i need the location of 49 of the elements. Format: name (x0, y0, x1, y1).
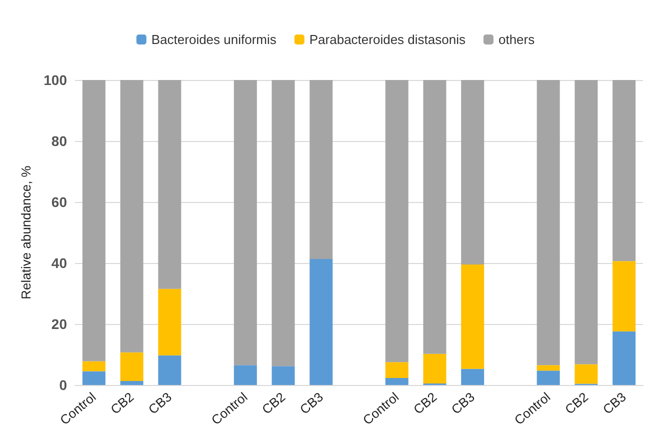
bar (158, 288, 182, 356)
y-axis-title: Relative abundance, % (18, 165, 34, 300)
bar (612, 80, 636, 262)
bar (234, 365, 257, 385)
y-tick-label: 100 (44, 72, 68, 88)
bar (536, 370, 560, 385)
x-tick-label: CB2 (562, 389, 592, 418)
y-tick-label: 20 (51, 316, 68, 332)
bar (385, 362, 408, 378)
x-tick-label: CB3 (448, 389, 478, 418)
bar (574, 364, 598, 384)
y-tick-label: 0 (59, 377, 68, 393)
bar (385, 80, 408, 362)
bar (574, 80, 598, 364)
bar (385, 378, 408, 385)
x-tick-label: CB2 (259, 389, 288, 418)
y-tick-label: 80 (51, 133, 68, 149)
bar (612, 261, 636, 332)
bar (158, 355, 182, 385)
x-tick-label: CB3 (600, 389, 629, 418)
bar (310, 259, 333, 385)
x-tick-label: CB2 (410, 389, 440, 418)
bar (272, 80, 295, 366)
bar (82, 80, 106, 362)
legend-label: Bacteroides uniformis (151, 32, 277, 47)
bar (310, 80, 333, 260)
bar (158, 80, 182, 289)
bar (120, 352, 144, 382)
bar (234, 80, 257, 366)
bar (423, 354, 446, 384)
y-tick-label: 40 (51, 255, 68, 271)
x-tick-label: CB3 (145, 389, 174, 418)
bar (536, 80, 560, 366)
bar (423, 80, 446, 354)
bar (120, 381, 144, 385)
legend-label: others (498, 32, 536, 47)
bar (82, 361, 106, 372)
x-tick-label: CB2 (108, 389, 137, 418)
x-tick-label: CB3 (296, 389, 326, 418)
bar (461, 80, 484, 265)
bar (272, 366, 295, 385)
legend-label: Parabacteroides distasonis (309, 32, 466, 47)
y-tick-label: 60 (51, 194, 68, 210)
bar (612, 331, 636, 385)
bar (536, 365, 560, 371)
bar (461, 368, 484, 385)
bar (120, 80, 144, 352)
bar (82, 371, 106, 385)
bar (461, 264, 484, 369)
